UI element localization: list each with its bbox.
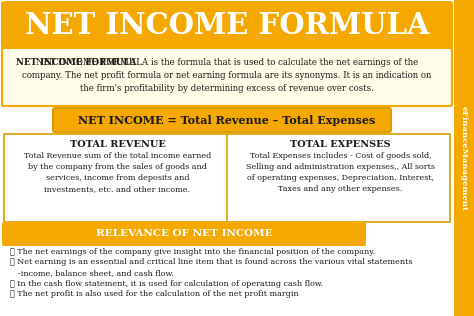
Text: ❖ The net earnings of the company give insight into the financial position of th: ❖ The net earnings of the company give i… bbox=[10, 248, 375, 256]
Text: eFinanceManagement: eFinanceManagement bbox=[460, 106, 468, 210]
Text: Total Expenses includes - Cost of goods sold,
Selling and administration expense: Total Expenses includes - Cost of goods … bbox=[246, 152, 435, 193]
Bar bbox=[4, 134, 450, 222]
Text: ❖ The net profit is also used for the calculation of the net profit margin: ❖ The net profit is also used for the ca… bbox=[10, 290, 299, 298]
Text: NET INCOME FORMULA: NET INCOME FORMULA bbox=[25, 10, 429, 40]
FancyBboxPatch shape bbox=[2, 48, 452, 106]
Text: NET INCOME FORMULA is the formula that is used to calculate the net earnings of : NET INCOME FORMULA is the formula that i… bbox=[36, 58, 418, 67]
Text: RELEVANCE OF NET INCOME: RELEVANCE OF NET INCOME bbox=[96, 229, 272, 239]
Text: ❖ Net earning is an essential and critical line item that is found across the va: ❖ Net earning is an essential and critic… bbox=[10, 258, 412, 266]
FancyBboxPatch shape bbox=[53, 108, 391, 132]
Bar bbox=[454, 0, 474, 316]
Text: ❖ In the cash flow statement, it is used for calculation of operating cash flow.: ❖ In the cash flow statement, it is used… bbox=[10, 279, 323, 288]
Text: Total Revenue sum of the total income earned
by the company from the sales of go: Total Revenue sum of the total income ea… bbox=[24, 152, 211, 193]
Text: NET INCOME = Total Revenue – Total Expenses: NET INCOME = Total Revenue – Total Expen… bbox=[78, 114, 376, 125]
Text: NET INCOME FORMULA: NET INCOME FORMULA bbox=[16, 58, 137, 67]
Text: TOTAL REVENUE: TOTAL REVENUE bbox=[70, 140, 165, 149]
Text: company. The net profit formula or net earning formula are its synonyms. It is a: company. The net profit formula or net e… bbox=[22, 71, 432, 80]
Text: -income, balance sheet, and cash flow.: -income, balance sheet, and cash flow. bbox=[18, 269, 174, 277]
FancyBboxPatch shape bbox=[1, 1, 453, 49]
Text: TOTAL EXPENSES: TOTAL EXPENSES bbox=[290, 140, 391, 149]
Text: the firm's profitability by determining excess of revenue over costs.: the firm's profitability by determining … bbox=[80, 84, 374, 93]
FancyBboxPatch shape bbox=[2, 222, 366, 246]
